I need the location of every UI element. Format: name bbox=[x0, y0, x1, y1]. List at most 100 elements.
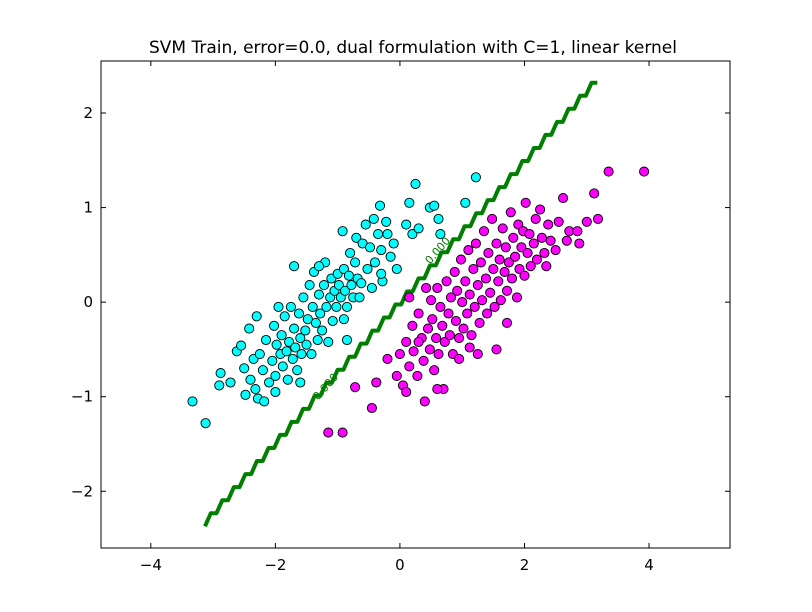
cyan-data-point bbox=[279, 311, 290, 322]
magenta-data-point bbox=[422, 323, 434, 334]
magenta-data-point bbox=[501, 317, 513, 328]
cyan-data-point bbox=[433, 213, 444, 224]
magenta-data-point bbox=[589, 188, 600, 199]
magenta-data-point bbox=[487, 213, 498, 224]
magenta-data-point bbox=[426, 295, 437, 306]
x-tick-label: 0 bbox=[395, 556, 405, 574]
cyan-data-point bbox=[413, 223, 424, 234]
cyan-data-point bbox=[273, 301, 284, 312]
magenta-data-point bbox=[510, 251, 521, 262]
magenta-data-point bbox=[444, 330, 455, 341]
magenta-data-point bbox=[603, 166, 614, 177]
magenta-data-point bbox=[445, 292, 457, 303]
cyan-data-point bbox=[350, 257, 361, 268]
cyan-data-point bbox=[315, 308, 326, 319]
cyan-data-point bbox=[351, 232, 362, 243]
magenta-data-point bbox=[463, 245, 474, 256]
cyan-data-point bbox=[333, 280, 344, 291]
magenta-data-point bbox=[474, 317, 485, 328]
magenta-data-point bbox=[495, 295, 506, 306]
cyan-data-point bbox=[313, 289, 325, 300]
magenta-data-point bbox=[522, 247, 533, 259]
cyan-data-point bbox=[293, 308, 305, 319]
x-tick-label: −4 bbox=[140, 556, 162, 574]
cyan-data-point bbox=[388, 238, 399, 249]
cyan-data-point bbox=[313, 261, 325, 272]
cyan-data-point bbox=[404, 197, 415, 208]
magenta-data-point bbox=[469, 301, 480, 312]
magenta-data-point bbox=[553, 216, 564, 227]
cyan-data-point bbox=[264, 377, 275, 388]
cyan-data-point bbox=[369, 257, 381, 268]
cyan-data-point bbox=[254, 349, 265, 360]
magenta-data-point bbox=[572, 226, 583, 237]
cyan-data-point bbox=[244, 323, 255, 334]
cyan-data-point bbox=[338, 314, 349, 325]
cyan-data-point bbox=[346, 280, 357, 291]
cyan-data-point bbox=[435, 229, 446, 240]
cyan-data-point bbox=[267, 355, 278, 366]
y-tick-label: −2 bbox=[71, 482, 93, 500]
magenta-data-point bbox=[489, 301, 500, 312]
cyan-data-point bbox=[343, 270, 354, 281]
magenta-data-point bbox=[404, 361, 415, 372]
magenta-data-point bbox=[535, 204, 546, 215]
cyan-data-point bbox=[239, 363, 250, 374]
magenta-data-point bbox=[454, 353, 465, 364]
cyan-data-point bbox=[292, 365, 303, 376]
cyan-data-point bbox=[374, 200, 386, 211]
magenta-data-point bbox=[508, 232, 519, 243]
cyan-data-point bbox=[277, 361, 288, 372]
cyan-data-point bbox=[240, 389, 251, 400]
magenta-data-point bbox=[514, 263, 525, 275]
magenta-data-point bbox=[450, 315, 462, 327]
magenta-data-point bbox=[443, 308, 454, 319]
magenta-data-point bbox=[413, 336, 424, 347]
magenta-data-point bbox=[455, 254, 467, 265]
cyan-data-point bbox=[382, 229, 393, 240]
magenta-data-point bbox=[493, 276, 504, 287]
magenta-data-point bbox=[477, 295, 488, 306]
magenta-data-point bbox=[531, 254, 542, 265]
magenta-data-point bbox=[550, 245, 561, 256]
magenta-data-point bbox=[449, 266, 460, 277]
magenta-data-point bbox=[394, 349, 405, 360]
magenta-data-point bbox=[366, 402, 377, 414]
cyan-data-point bbox=[290, 342, 301, 353]
magenta-data-point bbox=[466, 330, 477, 341]
magenta-data-point bbox=[494, 254, 505, 265]
cyan-data-point bbox=[300, 325, 311, 336]
magenta-data-point bbox=[412, 370, 423, 381]
cyan-data-point bbox=[360, 219, 371, 230]
cyan-data-point bbox=[200, 418, 211, 429]
axis-ticks: −4 −2 0 2 4 −2 −1 0 1 2 bbox=[71, 61, 730, 574]
magenta-data-point bbox=[592, 213, 604, 224]
magenta-data-point bbox=[427, 314, 438, 325]
magenta-data-point bbox=[432, 384, 443, 395]
cyan-data-point bbox=[271, 339, 282, 350]
cyan-data-point bbox=[407, 229, 418, 240]
magenta-data-point bbox=[468, 263, 479, 275]
cyan-data-point bbox=[284, 336, 295, 347]
magenta-data-point bbox=[457, 297, 468, 308]
magenta-data-point bbox=[525, 261, 536, 272]
magenta-data-point bbox=[558, 193, 569, 204]
cyan-data-point bbox=[401, 219, 412, 230]
contour-label: 0.000 bbox=[310, 371, 341, 403]
magenta-data-point bbox=[452, 285, 463, 296]
magenta-data-point bbox=[541, 261, 552, 272]
cyan-data-point bbox=[304, 280, 315, 291]
cyan-data-point bbox=[368, 213, 379, 224]
magenta-data-point bbox=[337, 427, 348, 438]
cyan-data-point bbox=[312, 334, 323, 346]
cyan-data-point bbox=[270, 386, 281, 398]
cyan-data-point bbox=[215, 368, 226, 379]
cyan-data-point bbox=[356, 278, 367, 289]
cyan-data-point bbox=[460, 197, 471, 208]
cyan-data-point bbox=[391, 263, 402, 275]
cyan-data-point bbox=[337, 226, 348, 237]
magenta-data-point bbox=[421, 282, 432, 294]
magenta-data-point bbox=[470, 238, 481, 249]
magenta-data-point bbox=[458, 323, 469, 334]
